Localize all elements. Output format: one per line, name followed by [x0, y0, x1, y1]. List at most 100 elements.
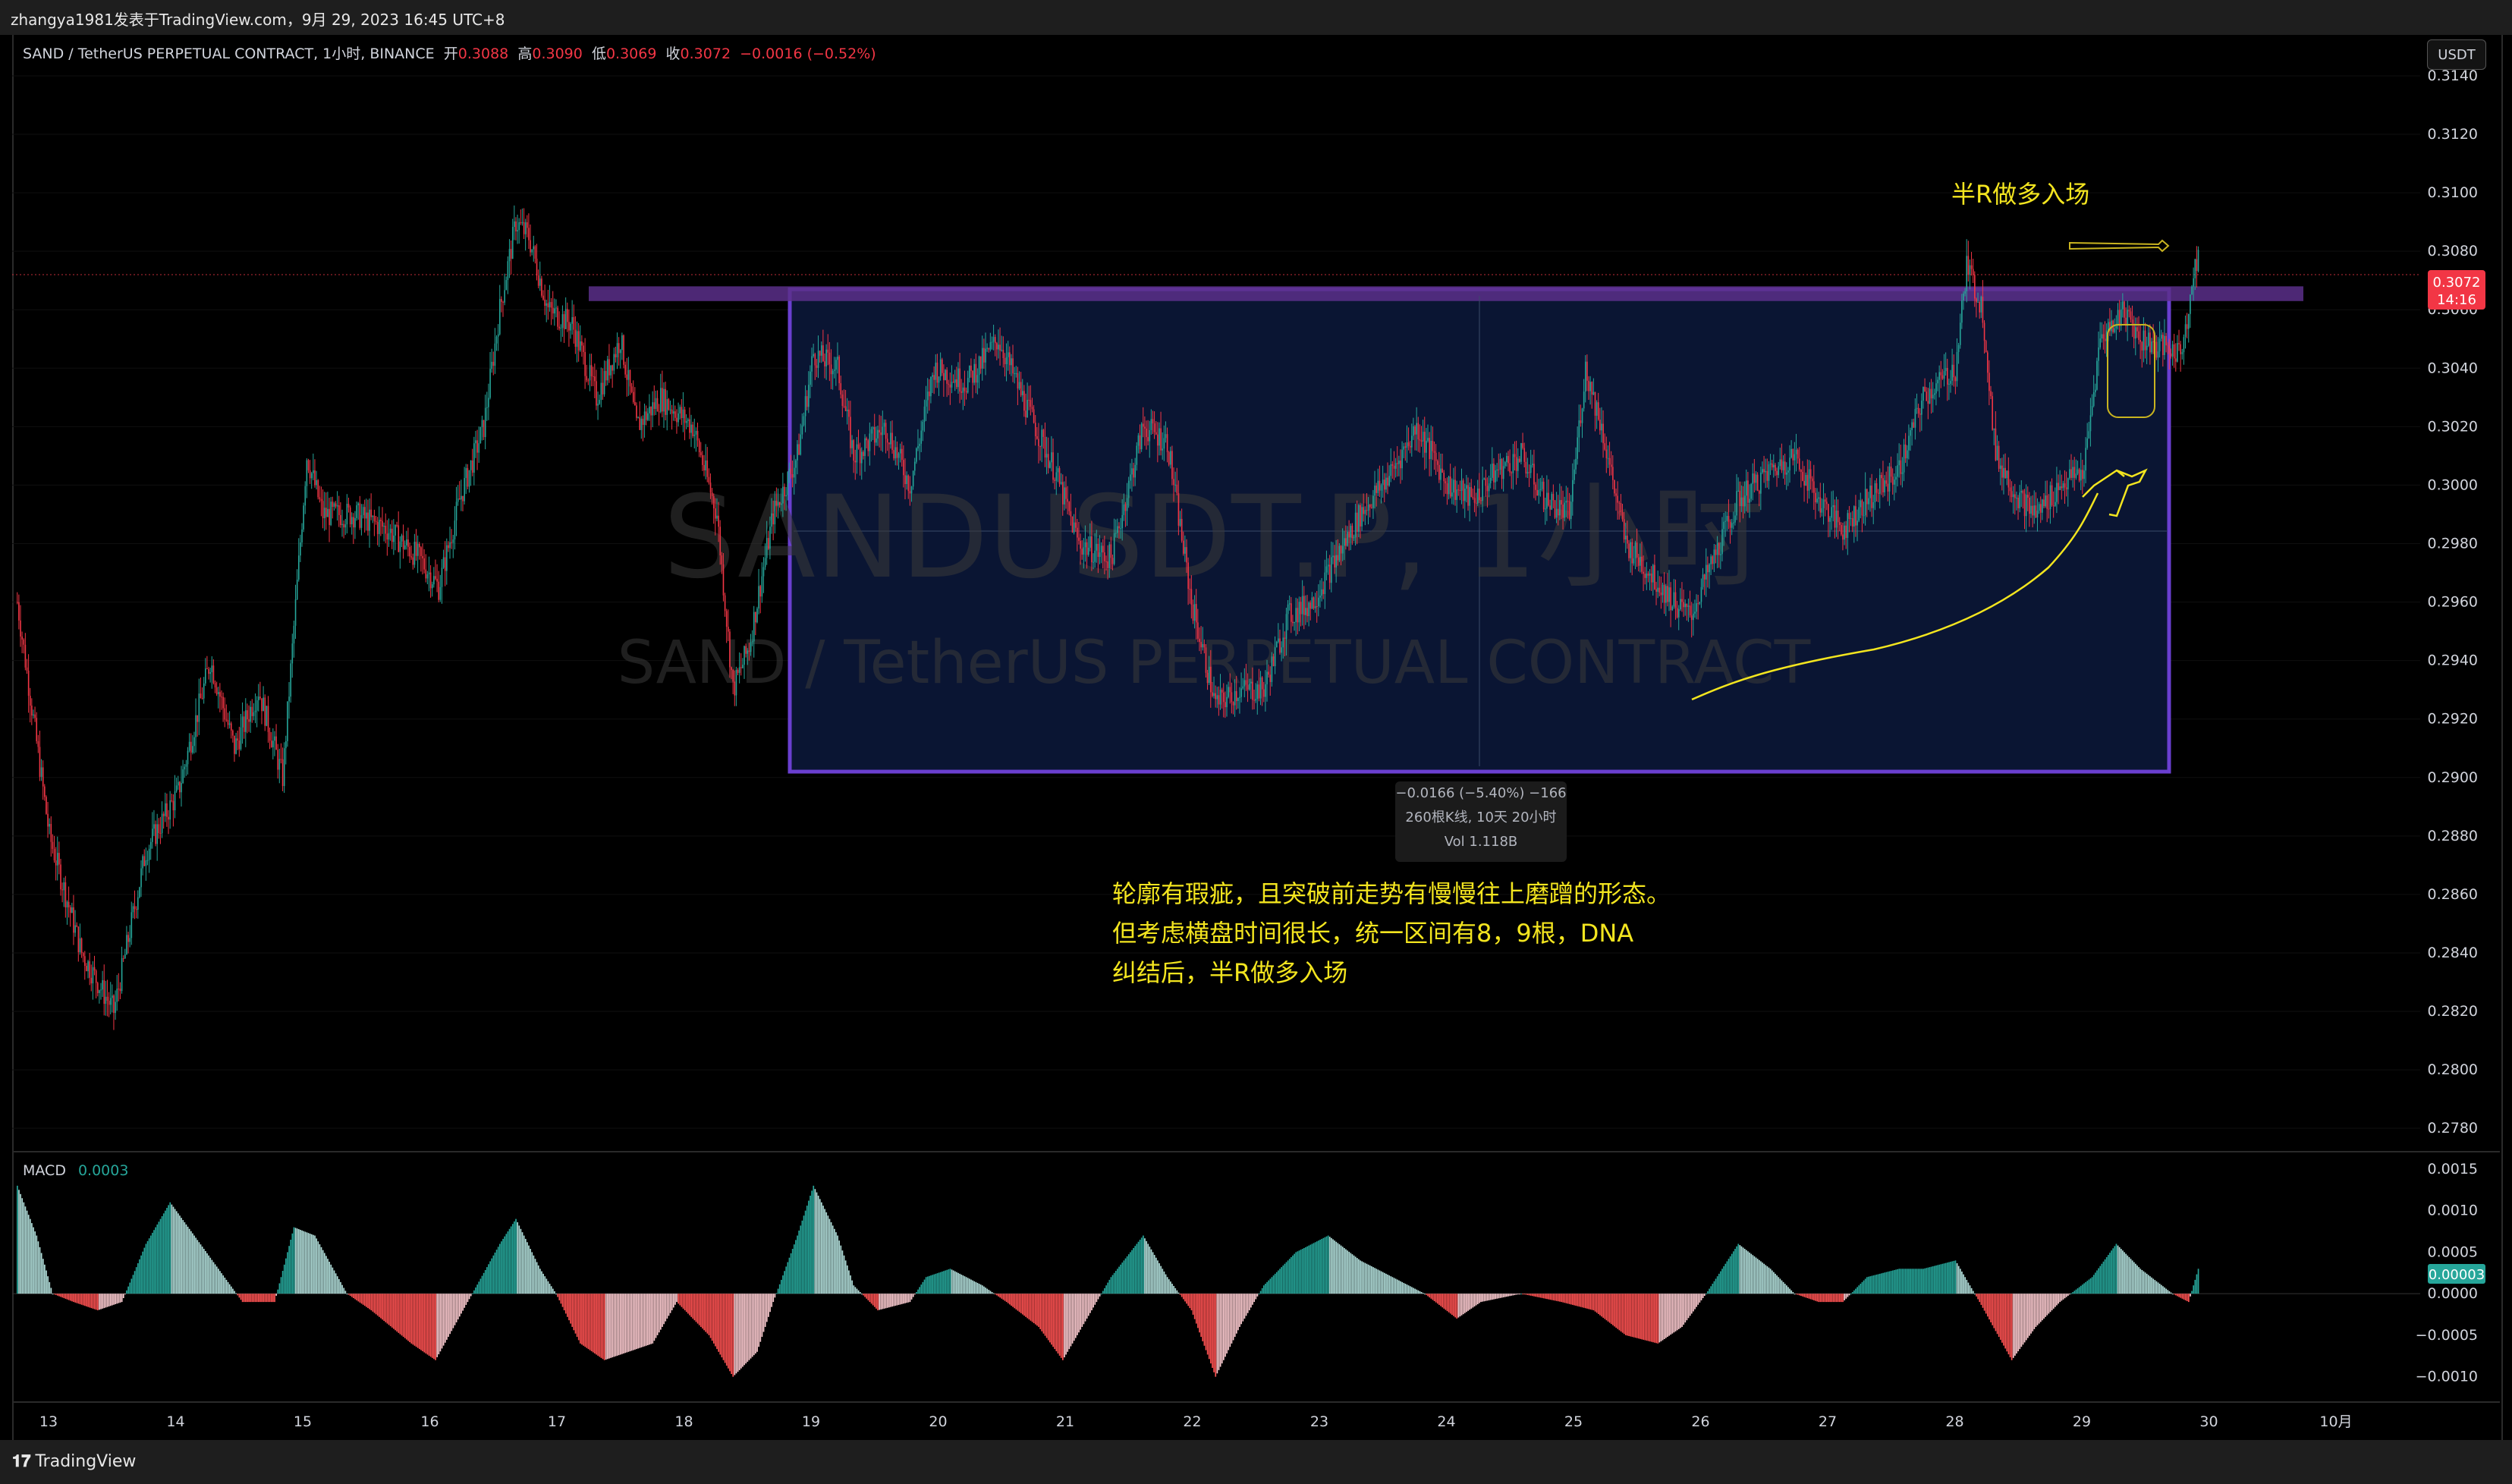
macd-bar — [756, 1294, 758, 1352]
candle — [1166, 427, 1168, 463]
candle — [1512, 444, 1514, 490]
candle — [1203, 639, 1206, 654]
macd-bar — [433, 1294, 435, 1360]
candle — [2109, 308, 2111, 336]
macd-bar — [330, 1264, 332, 1294]
macd-bar — [520, 1228, 522, 1294]
candle — [1064, 481, 1065, 511]
candle — [913, 457, 916, 476]
candle — [439, 574, 442, 602]
candle — [1091, 520, 1093, 571]
candle — [1644, 567, 1646, 585]
candle — [2105, 323, 2108, 357]
currency-button[interactable]: USDT — [2427, 39, 2486, 70]
candle — [436, 564, 438, 593]
macd-bar — [238, 1294, 241, 1298]
candle — [702, 451, 703, 471]
macd-bar — [1366, 1263, 1368, 1294]
candle — [642, 415, 644, 442]
candle — [1034, 415, 1036, 446]
candle — [1853, 505, 1855, 543]
macd-bar — [1430, 1294, 1432, 1299]
macd-bar — [146, 1240, 149, 1294]
macd-bar — [294, 1228, 297, 1294]
macd-bar — [605, 1294, 607, 1360]
macd-histogram — [12, 1185, 2420, 1377]
price-tick: 0.2820 — [2428, 1003, 2478, 1020]
macd-bar — [709, 1294, 712, 1338]
macd-bar — [817, 1195, 819, 1294]
candle — [1054, 477, 1055, 490]
candle — [103, 964, 105, 1016]
macd-bar — [1855, 1288, 1856, 1294]
macd-bar — [615, 1294, 617, 1357]
candle — [1747, 471, 1749, 513]
macd-bar — [1250, 1294, 1252, 1308]
macd-bar — [389, 1294, 391, 1327]
macd-bar — [738, 1294, 740, 1370]
candle — [1911, 419, 1913, 446]
candle — [1288, 595, 1291, 611]
candle — [719, 520, 722, 565]
candle — [764, 543, 766, 571]
macd-bar — [232, 1288, 234, 1294]
macd-bar — [1983, 1294, 1985, 1311]
candle — [2138, 316, 2139, 344]
macd-bar — [943, 1271, 945, 1294]
candle — [1628, 539, 1630, 561]
candle — [576, 321, 578, 363]
macd-bar — [248, 1294, 250, 1303]
candle — [61, 882, 63, 903]
macd-bar — [822, 1206, 824, 1294]
macd-bar — [1809, 1294, 1812, 1300]
candle — [1509, 449, 1511, 476]
candle — [2025, 484, 2027, 533]
macd-bar — [2067, 1294, 2069, 1296]
candle — [340, 502, 341, 528]
tradingview-logo[interactable]: 𝟏𝟕 TradingView — [12, 1452, 137, 1471]
macd-bar — [1335, 1241, 1338, 1294]
candle — [2164, 319, 2165, 360]
macd-bar — [1813, 1294, 1815, 1300]
candle — [50, 816, 52, 857]
macd-bar — [1713, 1281, 1715, 1294]
macd-value-badge-text: 0.00003 — [2429, 1267, 2485, 1283]
candle — [637, 416, 639, 419]
candle — [979, 356, 982, 374]
candle — [542, 290, 544, 301]
candle — [347, 497, 350, 513]
macd-bar — [890, 1294, 891, 1307]
candle — [145, 847, 147, 881]
candle — [319, 486, 321, 503]
candle — [2062, 480, 2064, 491]
candle — [1979, 300, 1980, 319]
candle — [2124, 300, 2125, 324]
candle — [1781, 443, 1783, 473]
candle — [1903, 439, 1905, 482]
candle — [725, 608, 728, 643]
candle — [195, 698, 196, 753]
candle — [382, 507, 383, 534]
candle — [634, 387, 636, 406]
macd-bar — [618, 1294, 620, 1356]
macd-bar — [2003, 1294, 2004, 1346]
candle — [494, 328, 496, 374]
candle — [87, 960, 89, 979]
candle — [300, 534, 301, 562]
macd-bar — [317, 1241, 319, 1294]
candle — [182, 759, 184, 784]
candle — [925, 385, 927, 421]
candle — [771, 498, 772, 534]
macd-bar — [813, 1185, 815, 1294]
candle — [1266, 659, 1268, 702]
candle — [34, 706, 36, 722]
macd-bar — [1877, 1274, 1879, 1294]
candle — [952, 374, 954, 383]
candle — [1393, 451, 1395, 480]
macd-bar — [50, 1287, 52, 1294]
candle — [370, 493, 372, 520]
candle — [234, 735, 235, 762]
candle — [581, 335, 583, 357]
macd-bar — [221, 1273, 222, 1294]
